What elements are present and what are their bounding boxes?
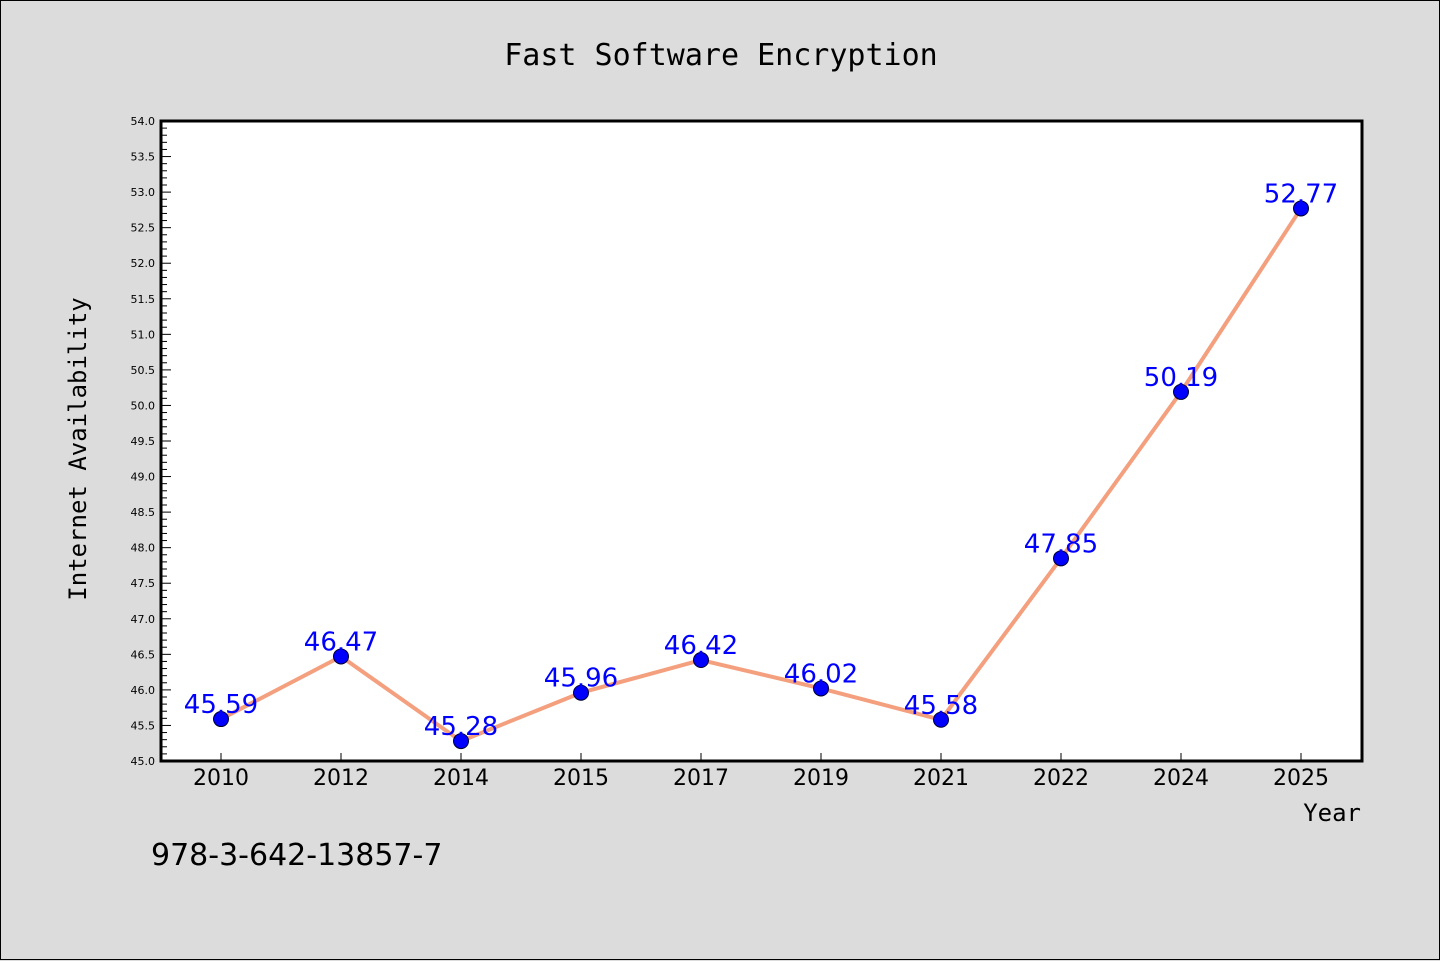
- y-tick-label: 47.0: [131, 613, 156, 626]
- y-tick-label: 45.5: [131, 719, 156, 732]
- y-tick-label: 50.5: [131, 364, 156, 377]
- y-tick-label: 45.0: [131, 755, 156, 768]
- y-tick-label: 53.5: [131, 151, 156, 164]
- data-point: [213, 711, 229, 728]
- x-tick-label: 2010: [193, 766, 249, 791]
- data-point: [1053, 550, 1069, 567]
- series-line: [220, 207, 1303, 744]
- x-tick-label: 2022: [1033, 766, 1089, 791]
- data-point: [813, 680, 829, 697]
- y-tick-label: 53.0: [131, 186, 156, 199]
- y-tick-label: 46.5: [131, 648, 156, 661]
- x-tick-label: 2019: [793, 766, 849, 791]
- data-label: 45.59: [184, 690, 258, 720]
- series-group: 45.59 46.47 45.28 45.96 46.42 46.02 45.58 47.85…: [184, 179, 1338, 750]
- y-tick-label: 52.5: [131, 222, 156, 235]
- y-axis-label: Internet Availability: [64, 297, 92, 600]
- data-label: 46.02: [784, 659, 858, 689]
- y-tick-label: 54.0: [131, 115, 156, 128]
- y-tick-label: 47.5: [131, 577, 156, 590]
- y-tick-label: 50.0: [131, 399, 156, 412]
- x-tick-label: 2014: [433, 766, 489, 791]
- data-point: [1293, 200, 1309, 217]
- x-tick-label: 2015: [553, 766, 609, 791]
- data-label: 50.19: [1144, 363, 1218, 393]
- y-tick-label: 51.5: [131, 293, 156, 306]
- y-tick-label: 48.0: [131, 542, 156, 555]
- data-label: 45.28: [424, 712, 498, 742]
- x-axis: 2010 2012 2014 2015 2017 2019 2021 2022 2024 2025: [193, 753, 1329, 791]
- x-axis-label: Year: [1303, 799, 1361, 827]
- chart-title: Fast Software Encryption: [504, 38, 937, 73]
- data-point: [573, 684, 589, 701]
- y-tick-label: 49.0: [131, 471, 156, 484]
- data-point: [693, 652, 709, 669]
- data-point: [1173, 383, 1189, 400]
- y-tick-label: 46.0: [131, 684, 156, 697]
- data-label: 45.96: [544, 664, 618, 694]
- data-label: 47.85: [1024, 529, 1098, 559]
- y-tick-label: 49.5: [131, 435, 156, 448]
- isbn-text: 978-3-642-13857-7: [151, 838, 442, 873]
- y-axis: 45.0 45.5 46.0 46.5 47.0 47.5 48.0 48.5 49.0 49.5…: [131, 115, 171, 768]
- x-tick-label: 2012: [313, 766, 369, 791]
- data-label: 46.42: [664, 631, 738, 661]
- x-tick-label: 2025: [1273, 766, 1329, 791]
- x-tick-label: 2021: [913, 766, 969, 791]
- data-point: [333, 648, 349, 665]
- y-tick-label: 51.0: [131, 328, 156, 341]
- plot-area: [159, 119, 1364, 763]
- data-label: 52.77: [1264, 179, 1338, 209]
- data-point: [453, 733, 469, 750]
- data-label: 45.58: [904, 691, 978, 721]
- y-tick-label: 48.5: [131, 506, 156, 519]
- y-tick-label: 52.0: [131, 257, 156, 270]
- data-label: 46.47: [304, 627, 378, 657]
- x-tick-label: 2017: [673, 766, 729, 791]
- data-point: [933, 711, 949, 728]
- x-tick-label: 2024: [1153, 766, 1209, 791]
